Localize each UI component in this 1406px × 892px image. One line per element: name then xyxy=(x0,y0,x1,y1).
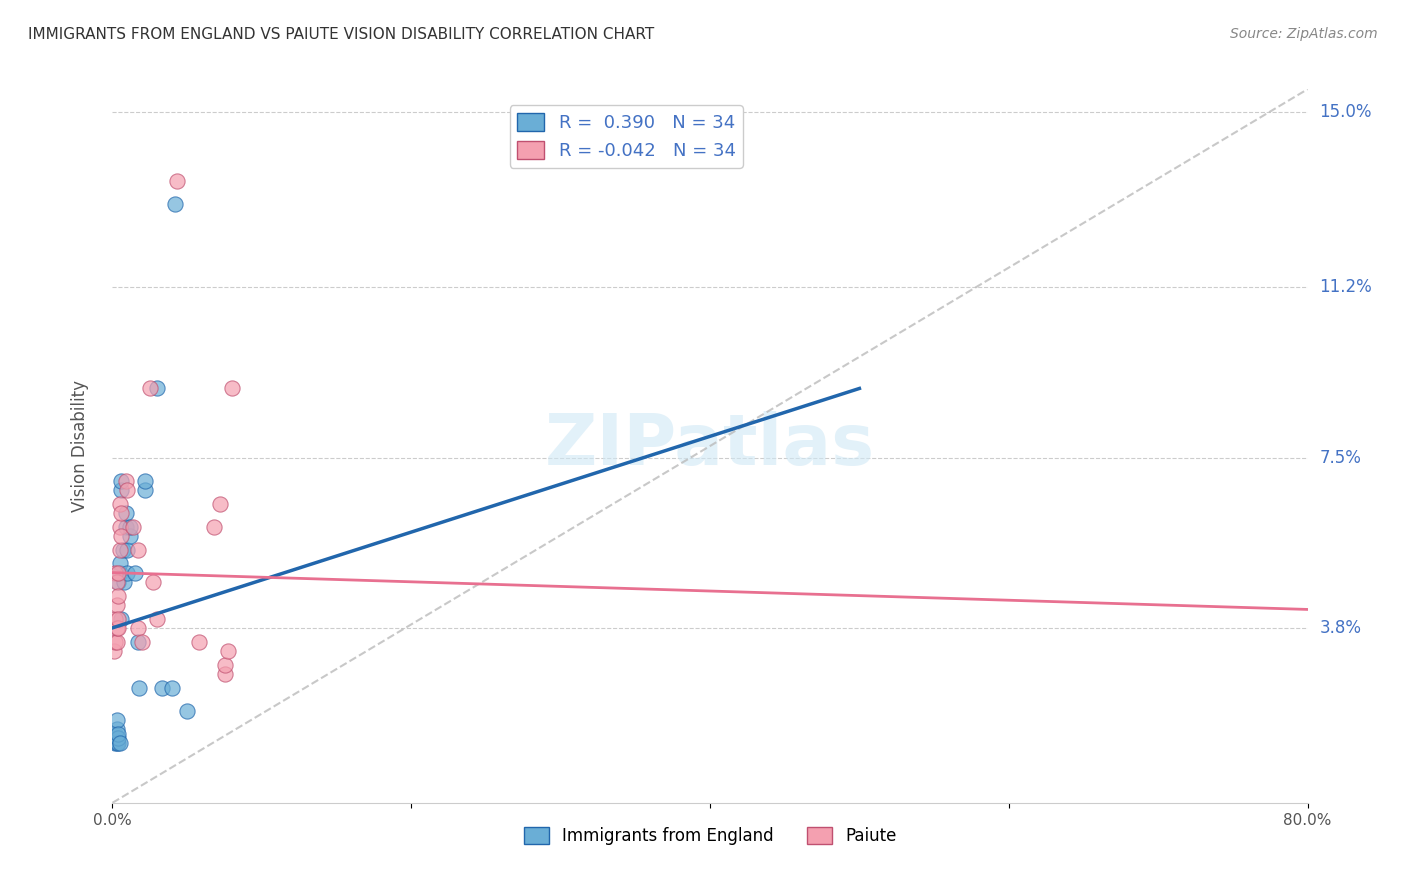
Point xyxy=(110,612,132,626)
Point xyxy=(103,644,125,658)
Point xyxy=(131,634,153,648)
Point xyxy=(117,483,139,497)
Point xyxy=(110,506,132,520)
Text: IMMIGRANTS FROM ENGLAND VS PAIUTE VISION DISABILITY CORRELATION CHART: IMMIGRANTS FROM ENGLAND VS PAIUTE VISION… xyxy=(28,27,654,42)
Point xyxy=(105,736,128,750)
Point xyxy=(107,612,129,626)
Point xyxy=(214,657,236,672)
Text: Source: ZipAtlas.com: Source: ZipAtlas.com xyxy=(1230,27,1378,41)
Point xyxy=(221,381,243,395)
Point xyxy=(120,529,142,543)
Point xyxy=(202,519,225,533)
Point xyxy=(134,474,156,488)
Point xyxy=(107,736,129,750)
Point xyxy=(105,731,128,746)
Text: 15.0%: 15.0% xyxy=(1320,103,1372,121)
Point xyxy=(110,483,132,497)
Point xyxy=(105,574,128,589)
Point xyxy=(104,612,127,626)
Point xyxy=(122,519,145,533)
Point xyxy=(107,727,129,741)
Point xyxy=(108,736,131,750)
Point xyxy=(134,483,156,497)
Point xyxy=(209,497,232,511)
Point xyxy=(105,621,128,635)
Point xyxy=(107,589,129,603)
Point xyxy=(105,598,128,612)
Point xyxy=(127,542,149,557)
Legend: Immigrants from England, Paiute: Immigrants from England, Paiute xyxy=(517,820,903,852)
Point xyxy=(111,542,134,557)
Point xyxy=(117,542,139,557)
Text: 7.5%: 7.5% xyxy=(1320,449,1361,467)
Point xyxy=(104,736,127,750)
Point xyxy=(165,197,187,211)
Point xyxy=(105,713,128,727)
Point xyxy=(108,566,131,580)
Point xyxy=(128,681,150,695)
Point xyxy=(127,621,149,635)
Point xyxy=(108,497,131,511)
Point xyxy=(127,634,149,648)
Point xyxy=(176,704,198,718)
Point xyxy=(217,644,239,658)
Point xyxy=(107,621,129,635)
Point xyxy=(104,634,127,648)
Point xyxy=(114,574,135,589)
Point xyxy=(146,381,169,395)
Point xyxy=(115,474,138,488)
Point xyxy=(104,727,127,741)
Point xyxy=(214,666,236,681)
Point xyxy=(117,566,139,580)
Point xyxy=(107,731,129,746)
Point xyxy=(150,681,173,695)
Point xyxy=(105,722,128,736)
Text: ZIPatlas: ZIPatlas xyxy=(546,411,875,481)
Point xyxy=(139,381,162,395)
Y-axis label: Vision Disability: Vision Disability xyxy=(70,380,89,512)
Point xyxy=(124,566,146,580)
Point xyxy=(107,566,129,580)
Point xyxy=(166,174,188,188)
Text: 3.8%: 3.8% xyxy=(1320,619,1361,637)
Point xyxy=(188,634,211,648)
Point xyxy=(115,506,138,520)
Point xyxy=(105,634,128,648)
Point xyxy=(120,519,142,533)
Point xyxy=(108,519,131,533)
Point xyxy=(146,612,169,626)
Point xyxy=(108,557,131,571)
Point xyxy=(110,529,132,543)
Point xyxy=(162,681,183,695)
Point xyxy=(108,542,131,557)
Text: 11.2%: 11.2% xyxy=(1320,278,1372,296)
Point xyxy=(107,574,129,589)
Point xyxy=(104,566,127,580)
Point xyxy=(142,574,165,589)
Point xyxy=(110,474,132,488)
Point xyxy=(115,519,138,533)
